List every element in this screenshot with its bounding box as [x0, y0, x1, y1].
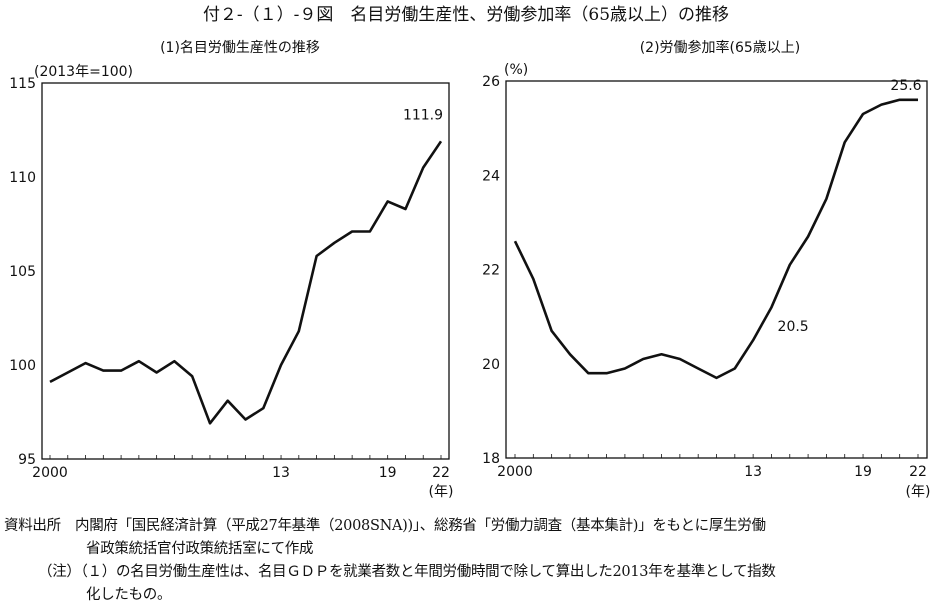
figure-title: 付２-（１）-９図 名目労働生産性、労働参加率（65歳以上）の推移	[203, 5, 729, 25]
y-tick-label: 20	[482, 357, 500, 373]
plot-frame	[41, 82, 450, 460]
x-tick-label: 19	[379, 465, 397, 481]
y-axis-unit-label: (%)	[504, 62, 528, 78]
y-tick-label: 22	[482, 263, 500, 279]
x-tick-label: 22	[909, 464, 927, 480]
x-axis-unit-label: (年)	[429, 484, 454, 500]
note-line-1: （注）（１）の名目労働生産性は、名目ＧＤＰを就業者数と年間労働時間で除して算出し…	[38, 564, 776, 580]
y-tick-label: 105	[9, 264, 36, 280]
notes: 資料出所 内閣府「国民経済計算（平成27年基準（2008SNA))」、総務省「労…	[4, 515, 933, 607]
y-tick-label: 100	[9, 358, 36, 374]
series-line	[513, 98, 918, 380]
data-label: 25.6	[890, 78, 921, 94]
source-line-2: 省政策統括官付政策統括室にて作成	[86, 541, 314, 557]
y-tick-label: 18	[482, 451, 500, 467]
x-tick-label: 2000	[32, 465, 68, 481]
data-label: 20.5	[778, 319, 809, 335]
y-tick-label: 26	[482, 74, 500, 90]
chart-title: (2)労働参加率(65歳以上)	[640, 39, 801, 56]
x-axis-unit-label: (年)	[906, 484, 931, 500]
y-axis-unit-label: (2013年=100)	[34, 64, 133, 80]
x-tick-label: 19	[854, 464, 872, 480]
y-tick-label: 115	[9, 76, 36, 92]
plot-frame	[505, 80, 928, 459]
x-tick-label: 13	[744, 464, 762, 480]
note-line-2: 化したもの。	[86, 587, 172, 603]
chart-title: (1)名目労働生産性の推移	[160, 40, 320, 56]
series-line	[49, 140, 443, 425]
x-tick-label: 13	[272, 465, 290, 481]
data-label: 111.9	[403, 107, 443, 123]
x-tick-label: 22	[432, 465, 450, 481]
chart-labor-productivity: (1)名目労働生産性の推移 (2013年=100) (年) 95 100 105 11…	[9, 40, 453, 500]
source-line-1: 資料出所 内閣府「国民経済計算（平成27年基準（2008SNA))」、総務省「労…	[4, 518, 766, 534]
y-tick-label: 95	[18, 452, 36, 468]
x-tick-label: 2000	[497, 464, 533, 480]
chart-labor-participation: (2)労働参加率(65歳以上) (%) (年) 18 20 22 24 26 2000 13…	[482, 39, 930, 500]
y-tick-label: 24	[482, 168, 500, 184]
y-tick-label: 110	[9, 170, 36, 186]
